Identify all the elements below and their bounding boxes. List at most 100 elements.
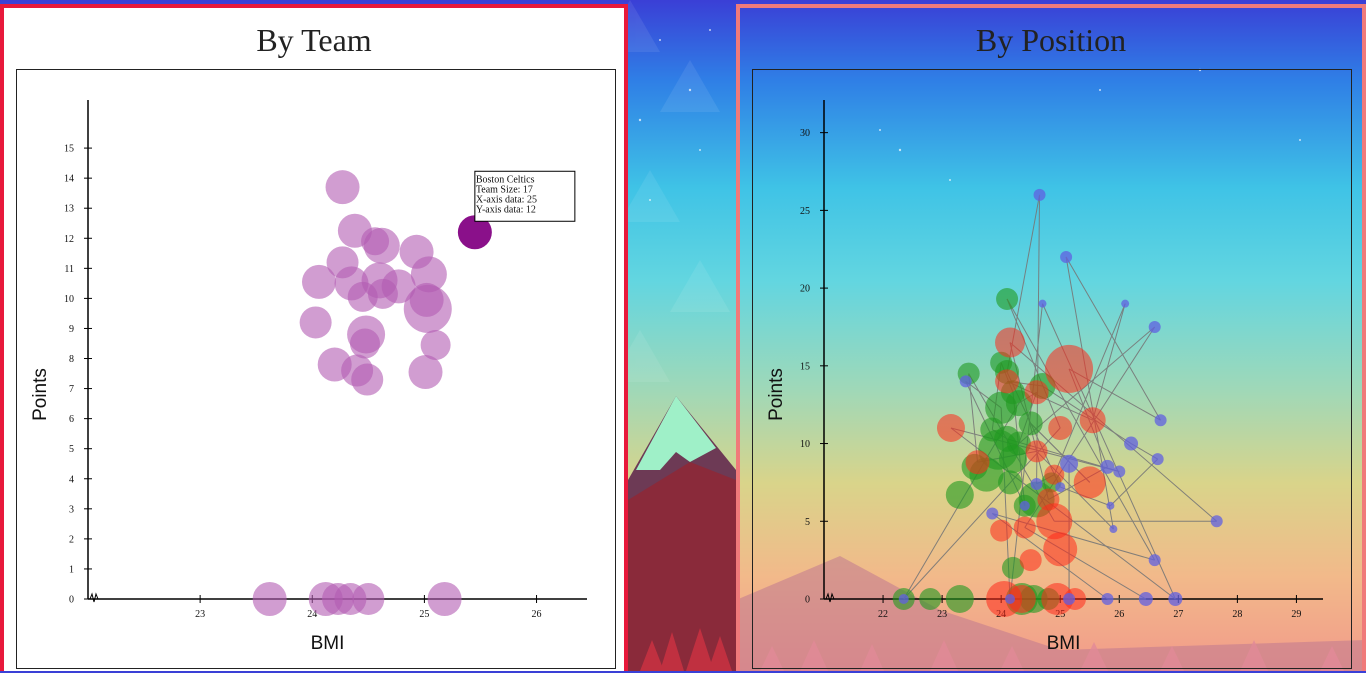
y-tick-label: 6 xyxy=(69,414,74,425)
position-bubble-blue xyxy=(1109,525,1118,534)
connection-line xyxy=(1092,303,1126,421)
team-bubble xyxy=(299,306,332,339)
position-bubble-red xyxy=(1048,416,1073,441)
team-bubble xyxy=(420,329,451,360)
position-bubble-red xyxy=(995,369,1020,394)
position-bubble-green xyxy=(945,585,974,613)
tooltip-line: Y-axis data: 12 xyxy=(476,204,536,215)
team-bubble xyxy=(427,582,462,616)
position-bubble-red xyxy=(1041,583,1074,615)
position-bubble-blue xyxy=(1060,251,1073,264)
y-tick-label: 1 xyxy=(69,564,74,575)
position-bubble-red xyxy=(965,450,990,475)
team-bubble-highlighted xyxy=(457,215,492,250)
position-bubble-green xyxy=(998,470,1023,495)
chart-frame-by-position: 2223242526272829051015202530BMIPoints xyxy=(752,69,1352,669)
y-tick-label: 10 xyxy=(800,439,810,450)
position-bubble-blue xyxy=(1101,593,1114,605)
y-tick-label: 11 xyxy=(64,264,74,275)
x-tick-label: 23 xyxy=(937,609,947,620)
team-bubble xyxy=(408,355,443,390)
y-tick-label: 5 xyxy=(69,444,74,455)
y-tick-label: 13 xyxy=(64,204,74,215)
position-bubble-blue xyxy=(1154,414,1167,427)
tooltip-line: X-axis data: 25 xyxy=(476,194,537,205)
team-bubble xyxy=(367,278,398,309)
position-bubble-green xyxy=(919,588,942,610)
position-bubble-red xyxy=(995,327,1026,358)
position-bubble-green xyxy=(1005,390,1032,417)
y-tick-label: 5 xyxy=(805,517,810,528)
position-bubble-red xyxy=(1024,380,1049,405)
position-bubble-blue xyxy=(1030,477,1043,490)
y-tick-label: 25 xyxy=(800,206,810,217)
position-bubble-blue xyxy=(1100,459,1115,474)
position-bubble-blue xyxy=(1121,299,1130,308)
y-tick-label: 3 xyxy=(69,504,74,515)
y-axis-label: Points xyxy=(30,368,51,421)
x-tick-label: 27 xyxy=(1173,609,1183,620)
team-bubble xyxy=(252,582,287,616)
y-tick-label: 15 xyxy=(64,144,74,155)
connection-line xyxy=(1110,458,1159,507)
position-bubble-blue xyxy=(898,594,909,604)
position-bubble-blue xyxy=(1148,554,1161,567)
position-bubble-red xyxy=(1036,503,1073,540)
position-bubble-red xyxy=(1025,440,1048,463)
position-bubble-blue xyxy=(1060,454,1079,473)
x-tick-label: 22 xyxy=(878,609,888,620)
connection-line xyxy=(1036,450,1114,530)
x-axis-label: BMI xyxy=(1047,633,1081,654)
red-bubbles xyxy=(936,327,1106,617)
position-bubble-red xyxy=(1043,532,1078,567)
scatter-chart-by-team: 23 24 25 260123456789101112131415BMIPointsB… xyxy=(30,100,587,654)
position-bubble-blue xyxy=(1005,594,1016,604)
team-bubble xyxy=(325,170,360,205)
x-axis-label: BMI xyxy=(311,633,345,654)
x-tick-label: 28 xyxy=(1232,609,1242,620)
x-tick-label: 25 xyxy=(419,609,429,620)
chart-title-by-position: By Position xyxy=(975,22,1127,58)
position-bubble-red xyxy=(1019,549,1042,572)
y-tick-label: 0 xyxy=(69,595,74,606)
position-bubble-blue xyxy=(959,375,972,388)
position-bubble-green xyxy=(1001,556,1024,579)
connection-line xyxy=(1053,303,1126,475)
x-tick-label: 23 xyxy=(195,609,205,620)
position-bubble-red xyxy=(1013,516,1036,539)
position-bubble-blue xyxy=(1151,453,1164,466)
team-bubble xyxy=(403,284,452,333)
position-bubble-green xyxy=(996,287,1019,310)
team-bubble xyxy=(301,264,336,299)
y-tick-label: 15 xyxy=(800,361,810,372)
team-bubble xyxy=(352,583,385,615)
starfield xyxy=(638,29,1301,201)
scatter-chart-by-position: 2223242526272829051015202530BMIPoints xyxy=(766,100,1323,654)
position-bubble-blue xyxy=(1124,436,1139,451)
position-bubble-blue xyxy=(1063,593,1076,605)
mountain-snow xyxy=(636,396,716,470)
hills-right xyxy=(736,556,1366,671)
team-bubble xyxy=(410,256,447,293)
y-tick-label: 12 xyxy=(64,234,74,245)
position-bubble-red xyxy=(990,519,1013,542)
position-bubble-blue xyxy=(1113,465,1126,478)
chart-title-by-team: By Team xyxy=(256,22,372,58)
y-tick-label: 10 xyxy=(64,294,74,305)
team-bubble xyxy=(361,227,390,256)
panel-by-team: By Team 23 24 25 26 0 1 2 3 4 5 6 7 8 9 10 11 12 13 14 15 BM… xyxy=(0,4,628,671)
position-bubble-red xyxy=(1044,464,1065,485)
connection-line xyxy=(1024,527,1147,600)
position-bubble-green xyxy=(998,445,1027,474)
blue-bubbles xyxy=(898,188,1223,606)
y-tick-label: 7 xyxy=(69,384,74,395)
y-tick-label: 20 xyxy=(800,284,810,295)
x-tick-label: 26 xyxy=(532,609,542,620)
trees-right xyxy=(760,640,1344,671)
position-bubble-red xyxy=(1045,344,1094,393)
mountain-near xyxy=(628,462,736,671)
y-tick-label: 9 xyxy=(69,324,74,335)
position-bubble-red xyxy=(1073,466,1106,499)
position-bubble-green xyxy=(1018,411,1043,436)
